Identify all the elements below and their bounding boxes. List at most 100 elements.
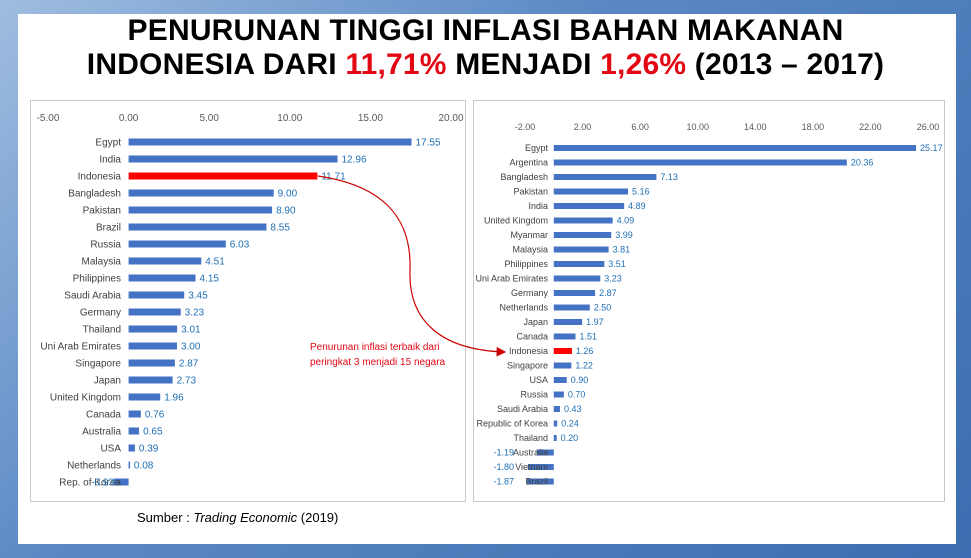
data-label: 8.55 bbox=[270, 223, 290, 234]
bar bbox=[128, 342, 177, 350]
bar bbox=[553, 348, 572, 354]
title-value-2017: 1,26% bbox=[600, 48, 687, 81]
bar bbox=[527, 464, 554, 470]
bar bbox=[128, 274, 196, 282]
category-label: Pakistan bbox=[513, 187, 548, 197]
bar bbox=[128, 308, 181, 316]
title-line-1: PENURUNAN TINGGI INFLASI BAHAN MAKANAN bbox=[127, 14, 844, 47]
category-label: Thailand bbox=[513, 433, 548, 443]
category-label: Pakistan bbox=[83, 206, 121, 217]
data-label: 0.24 bbox=[561, 419, 579, 429]
data-label: 1.97 bbox=[586, 317, 604, 327]
bar bbox=[128, 206, 273, 214]
tick-label: 15.00 bbox=[358, 113, 383, 124]
data-label: 17.55 bbox=[416, 138, 441, 149]
bar-chart-2013: -5.00 0.00 5.00 10.00 15.00 20.00 Egypt 17.55 In… bbox=[37, 113, 464, 489]
tick-label: 22.00 bbox=[859, 122, 882, 132]
bar bbox=[536, 449, 554, 456]
bar bbox=[553, 275, 601, 282]
bar bbox=[553, 435, 557, 441]
category-label: USA bbox=[529, 375, 548, 385]
tick-label: -2.00 bbox=[515, 122, 536, 132]
data-label: 3.23 bbox=[604, 274, 622, 284]
tick-label: 10.00 bbox=[686, 122, 709, 132]
bar bbox=[553, 420, 558, 427]
bar bbox=[113, 478, 129, 486]
data-label: 2.87 bbox=[599, 288, 617, 298]
data-label: 3.23 bbox=[185, 308, 205, 319]
bar bbox=[128, 138, 412, 146]
bar bbox=[128, 427, 140, 435]
data-label: 3.81 bbox=[613, 245, 631, 255]
category-label: Germany bbox=[511, 288, 549, 298]
bar bbox=[553, 406, 560, 412]
tick-label: 18.00 bbox=[802, 122, 825, 132]
category-label: India bbox=[99, 155, 121, 166]
bar bbox=[553, 232, 612, 238]
data-label: 0.08 bbox=[134, 461, 154, 472]
data-label: 9.00 bbox=[278, 189, 298, 200]
data-label: 25.17 bbox=[920, 143, 943, 153]
title-line-2-prefix: INDONESIA DARI bbox=[86, 48, 346, 81]
category-label: Egypt bbox=[525, 143, 549, 153]
bar bbox=[553, 391, 564, 398]
category-label: Netherlands bbox=[67, 461, 121, 472]
bar bbox=[553, 145, 917, 151]
bar bbox=[553, 188, 629, 195]
bar bbox=[128, 257, 202, 265]
category-label: Brazil bbox=[525, 477, 548, 487]
data-label: 2.73 bbox=[177, 376, 197, 387]
category-label: Singapore bbox=[75, 359, 121, 370]
tick-label: 20.00 bbox=[438, 113, 463, 124]
bar bbox=[128, 376, 173, 384]
bar bbox=[128, 410, 141, 418]
data-label: 1.26 bbox=[576, 346, 594, 356]
bar bbox=[128, 393, 161, 401]
category-label: Australia bbox=[82, 427, 121, 438]
data-label: 7.13 bbox=[660, 172, 678, 182]
data-label: -1.80 bbox=[493, 462, 514, 472]
category-label: Malaysia bbox=[512, 245, 548, 255]
data-label: 1.51 bbox=[580, 332, 598, 342]
title-line-2-middle: MENJADI bbox=[446, 48, 601, 81]
category-label: Australia bbox=[513, 448, 548, 458]
data-label: 6.03 bbox=[230, 240, 250, 251]
category-label: Myanmar bbox=[510, 230, 548, 240]
category-label: United Kingdom bbox=[484, 216, 548, 226]
data-label: 4.15 bbox=[199, 274, 219, 285]
category-label: Argentina bbox=[509, 158, 548, 168]
bar bbox=[128, 240, 226, 248]
tick-label: -5.00 bbox=[37, 113, 60, 124]
data-label: 2.50 bbox=[594, 303, 612, 313]
category-label: Bangladesh bbox=[68, 189, 121, 200]
data-label: 12.96 bbox=[342, 155, 367, 166]
data-label: 20.36 bbox=[851, 158, 874, 168]
category-label: Bangladesh bbox=[500, 172, 548, 182]
data-label: -1.87 bbox=[493, 477, 514, 487]
bar bbox=[553, 246, 609, 253]
category-label: Russia bbox=[520, 390, 548, 400]
bar bbox=[553, 333, 576, 340]
data-label: 0.20 bbox=[561, 433, 579, 443]
category-label: Netherlands bbox=[499, 303, 548, 313]
tick-label: 2.00 bbox=[574, 122, 592, 132]
bar bbox=[128, 155, 338, 163]
category-label: Japan bbox=[523, 317, 548, 327]
data-label: 3.45 bbox=[188, 291, 208, 302]
category-label: Indonesia bbox=[78, 172, 122, 183]
source-name: Trading Economic bbox=[193, 510, 298, 525]
category-label: Egypt bbox=[95, 138, 121, 149]
data-label: 5.16 bbox=[632, 187, 650, 197]
category-label: Indonesia bbox=[509, 346, 548, 356]
category-label: Canada bbox=[86, 410, 121, 421]
source-note: Sumber : Trading Economic (2019) bbox=[137, 510, 338, 525]
category-label: Uni Arab Emirates bbox=[40, 342, 121, 353]
bar bbox=[128, 461, 131, 469]
category-label: United Kingdom bbox=[50, 393, 121, 404]
category-label: Republic of Korea bbox=[476, 419, 548, 429]
page-title: PENURUNAN TINGGI INFLASI BAHAN MAKANAN I… bbox=[0, 14, 971, 82]
category-label: Singapore bbox=[507, 361, 548, 371]
title-value-2013: 11,71% bbox=[345, 48, 447, 81]
category-label: India bbox=[528, 201, 548, 211]
bar bbox=[128, 189, 274, 197]
